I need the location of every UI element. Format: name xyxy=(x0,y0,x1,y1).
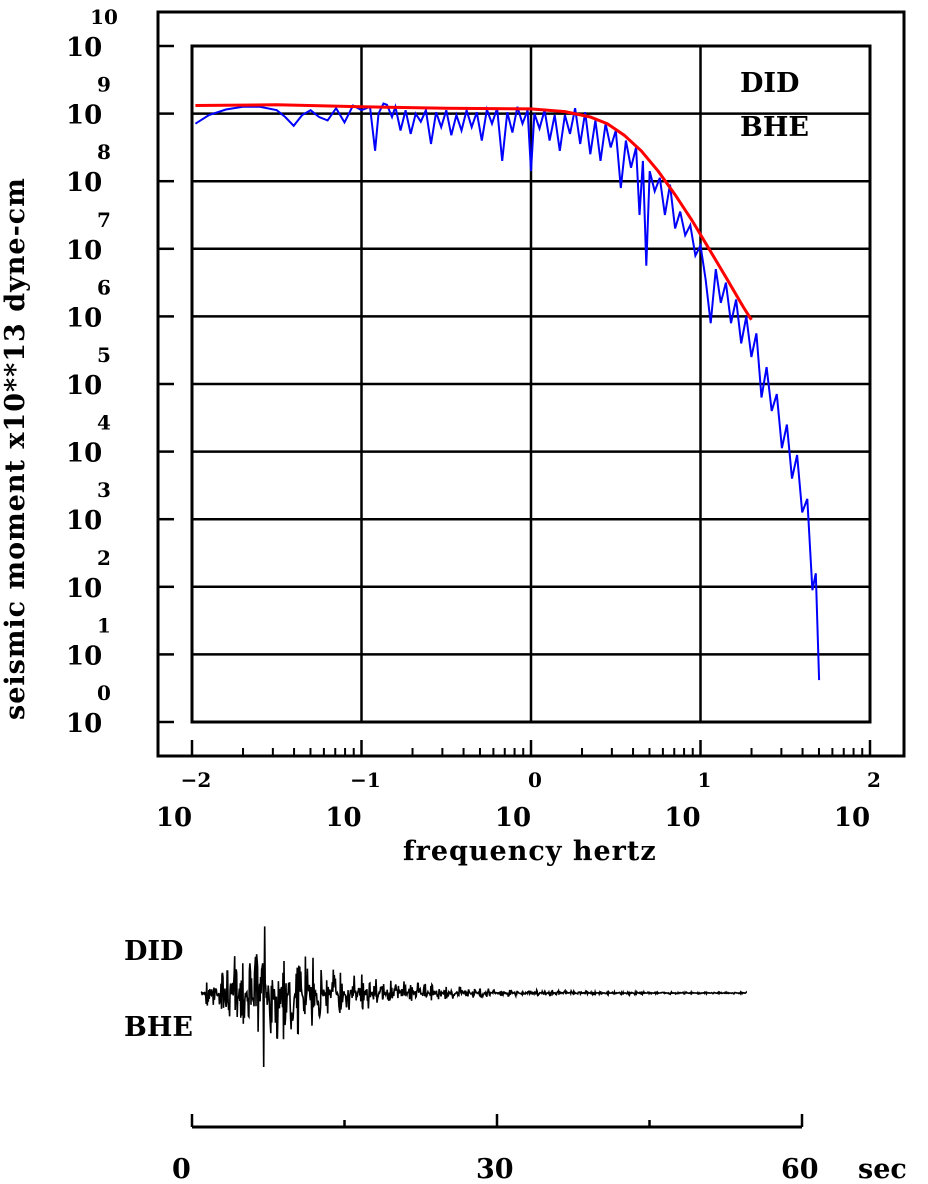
y-axis-title: seismic moment x10**13 dyne-cm xyxy=(0,177,31,720)
spectrum-station-label: DID xyxy=(740,68,799,99)
y-tick-base: 10 xyxy=(66,168,102,198)
y-tick-exponent: 9 xyxy=(97,73,111,97)
spectrum-component-label: BHE xyxy=(740,112,809,143)
y-tick-base: 10 xyxy=(66,33,102,63)
y-tick-exponent: 2 xyxy=(97,546,111,570)
y-tick-exponent: 6 xyxy=(97,275,111,299)
y-tick-base: 10 xyxy=(66,709,102,739)
x-tick-exponent: 0 xyxy=(528,768,542,792)
y-tick-exponent: 7 xyxy=(97,208,111,232)
x-tick-base: 10 xyxy=(664,803,700,833)
y-tick-base: 10 xyxy=(66,506,102,536)
time-tick-label-60: 60 xyxy=(781,1154,819,1184)
seismogram-trace xyxy=(200,926,747,1068)
y-tick-base: 10 xyxy=(66,371,102,401)
x-tick-exponent: −2 xyxy=(181,768,212,792)
y-tick-exponent: 8 xyxy=(97,140,111,164)
x-tick-base: 10 xyxy=(325,803,361,833)
x-tick-base: 10 xyxy=(834,803,870,833)
spectrum-model-fit-line xyxy=(195,103,753,321)
spectrum-axis-ticks xyxy=(158,44,872,756)
x-tick-base: 10 xyxy=(156,803,192,833)
x-tick-exponent: 2 xyxy=(867,768,881,792)
x-tick-exponent: −1 xyxy=(350,768,381,792)
y-tick-base: 10 xyxy=(66,101,102,131)
y-tick-exponent: 3 xyxy=(97,478,111,502)
seismogram-panel: DID BHE 0 30 60 sec xyxy=(124,926,907,1184)
y-tick-exponent: 0 xyxy=(97,681,111,705)
y-tick-base: 10 xyxy=(66,303,102,333)
time-axis-unit: sec xyxy=(858,1154,907,1184)
spectrum-observed-line xyxy=(194,102,821,681)
seismogram-component-label: BHE xyxy=(124,1012,193,1043)
y-tick-exponent: 10 xyxy=(90,5,118,29)
y-tick-base: 10 xyxy=(66,574,102,604)
y-tick-exponent: 1 xyxy=(97,613,111,637)
y-tick-exponent: 4 xyxy=(97,411,111,435)
y-tick-base: 10 xyxy=(66,236,102,266)
y-tick-base: 10 xyxy=(66,641,102,671)
x-axis-title: frequency hertz xyxy=(403,836,657,867)
time-tick-label-0: 0 xyxy=(172,1154,191,1184)
x-tick-exponent: 1 xyxy=(698,768,712,792)
y-tick-exponent: 5 xyxy=(97,343,111,367)
time-axis-ticks xyxy=(190,1114,804,1127)
x-tick-base: 10 xyxy=(495,803,531,833)
y-tick-base: 10 xyxy=(66,439,102,469)
time-tick-label-30: 30 xyxy=(476,1154,514,1184)
seismogram-station-label: DID xyxy=(124,936,183,967)
x-tick-labels: −2 10 −1 10 0 10 1 10 2 10 xyxy=(156,768,881,833)
y-tick-labels: 10 0 10 1 10 2 10 3 10 4 10 5 10 6 10 7 10 8 10 9 10 10 xyxy=(66,5,118,739)
